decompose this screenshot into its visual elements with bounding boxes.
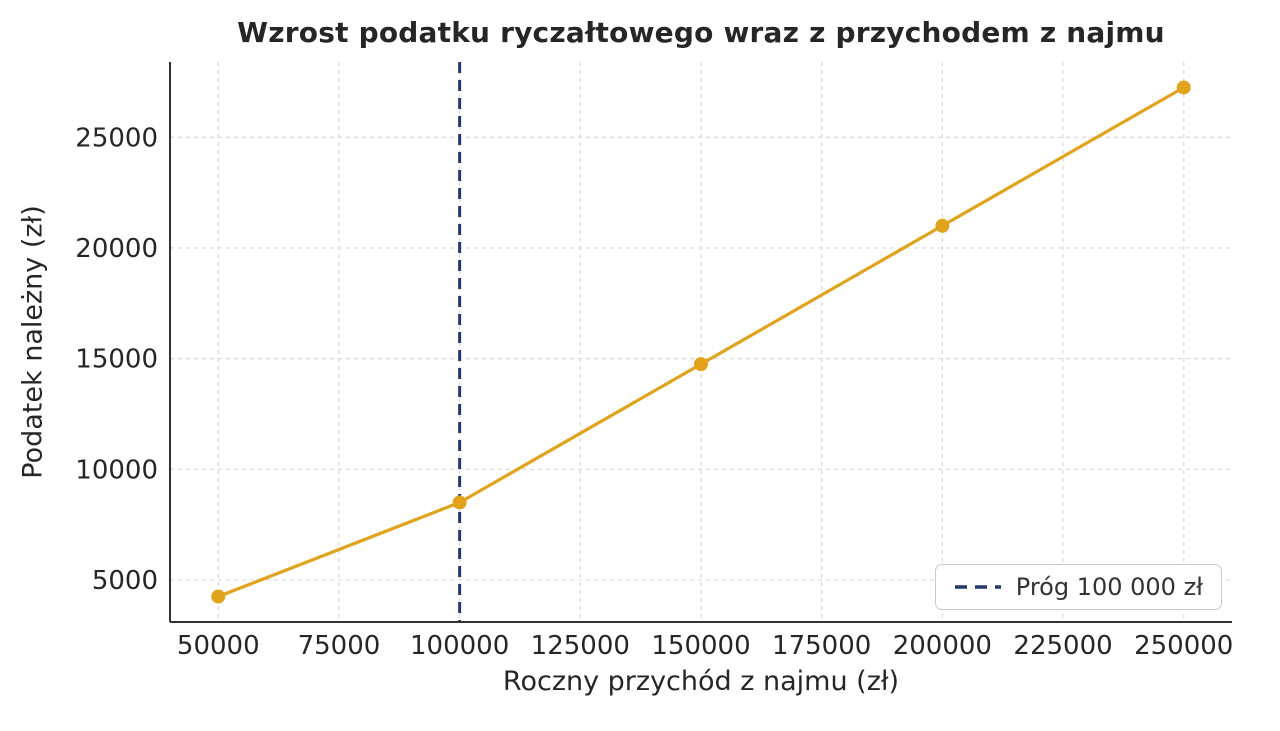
x-tick-label: 175000: [772, 631, 871, 661]
x-tick-label: 50000: [177, 631, 260, 661]
legend: Próg 100 000 zł: [934, 564, 1222, 610]
legend-label: Próg 100 000 zł: [1015, 573, 1203, 601]
x-tick-label: 75000: [298, 631, 381, 661]
y-tick-label: 5000: [92, 566, 158, 596]
x-tick-label: 150000: [651, 631, 750, 661]
x-tick-label: 250000: [1134, 631, 1233, 661]
x-tick-label: 125000: [531, 631, 630, 661]
x-tick-label: 200000: [893, 631, 992, 661]
x-axis-label: Roczny przychód z najmu (zł): [502, 666, 900, 697]
x-tick-label: 100000: [410, 631, 509, 661]
chart-title: Wzrost podatku ryczałtowego wraz z przyc…: [237, 16, 1165, 49]
y-tick-label: 15000: [75, 345, 158, 375]
y-tick-label: 10000: [75, 455, 158, 485]
y-tick-label: 20000: [75, 234, 158, 264]
y-tick-label: 25000: [75, 123, 158, 153]
legend-dash-icon: [954, 585, 1001, 589]
x-tick-label: 225000: [1013, 631, 1112, 661]
